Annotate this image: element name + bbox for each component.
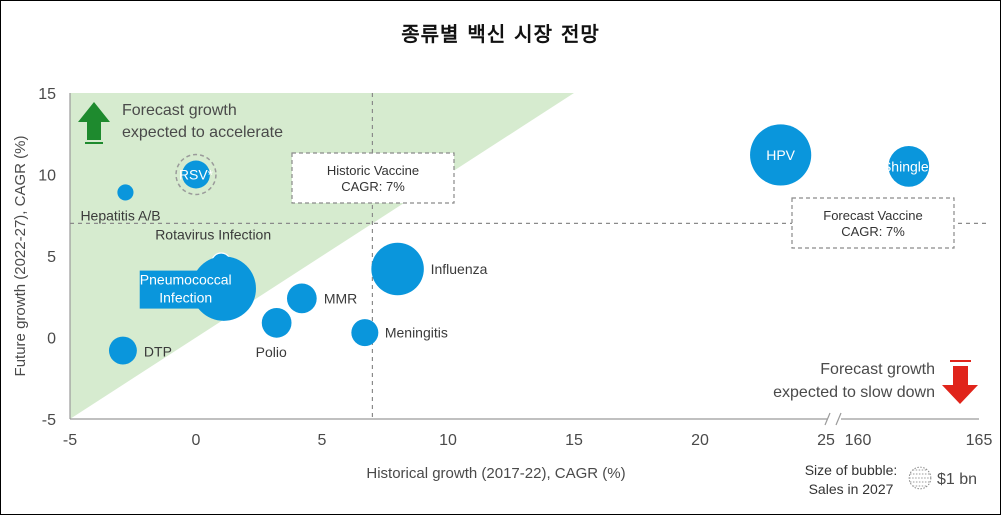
x-axis-label: Historical growth (2017-22), CAGR (%) xyxy=(366,465,625,482)
forecast-cagr-box-label: Forecast Vaccine xyxy=(823,208,922,223)
axis-break-mark xyxy=(835,412,842,426)
bubble-label-hpv: HPV xyxy=(766,147,795,163)
bubble-label-hepatitis-a-b: Hepatitis A/B xyxy=(80,207,160,223)
bubble-influenza xyxy=(371,242,424,296)
bubble-label-polio: Polio xyxy=(256,344,287,360)
size-legend-value: $1 bn xyxy=(937,471,977,488)
historic-cagr-box-label: CAGR: 7% xyxy=(341,179,405,194)
bubble-hpv xyxy=(750,124,812,186)
y-tick-label: 5 xyxy=(47,249,56,266)
y-axis-label: Future growth (2022-27), CAGR (%) xyxy=(12,136,29,377)
y-tick-label: 15 xyxy=(38,86,56,103)
x-tick-label: 25 xyxy=(817,432,835,449)
slow-down-annotation: Forecast growth xyxy=(820,361,935,378)
chart-title: 종류별 백신 시장 전망 xyxy=(401,22,600,46)
historic-cagr-box xyxy=(291,152,455,204)
x-tick-label: 15 xyxy=(565,432,583,449)
bubble-label-mmr: MMR xyxy=(324,290,357,306)
x-tick-label: 165 xyxy=(966,432,993,449)
historic-cagr-box-label: Historic Vaccine xyxy=(327,163,419,178)
accelerate-annotation: expected to accelerate xyxy=(122,124,283,141)
bubble-rsv xyxy=(182,160,210,189)
accelerate-arrow-icon xyxy=(78,102,110,140)
bubble-label-dtp: DTP xyxy=(144,344,172,360)
x-tick-label: 20 xyxy=(691,432,709,449)
bubble-label-pneumococcal-infection: Infection xyxy=(159,290,212,306)
bubble-meningitis xyxy=(351,319,379,347)
slow-down-arrow-icon xyxy=(942,366,978,404)
x-tick-label: 160 xyxy=(845,432,872,449)
x-tick-label: 0 xyxy=(192,432,201,449)
y-tick-label: -5 xyxy=(42,412,56,429)
y-tick-label: 0 xyxy=(47,331,56,348)
slow-down-annotation: expected to slow down xyxy=(773,384,935,401)
axis-break-mark xyxy=(824,412,831,426)
bubble-label-influenza: Influenza xyxy=(431,261,488,277)
bubble-ring-rsv xyxy=(175,153,217,196)
bubble-label-box-pneumococcal-infection xyxy=(139,270,226,309)
y-tick-label: 10 xyxy=(38,168,56,185)
forecast-cagr-box-label: CAGR: 7% xyxy=(841,224,905,239)
bubble-mmr xyxy=(286,283,317,314)
x-tick-label: 5 xyxy=(318,432,327,449)
bubble-label-shingles: Shingles xyxy=(882,158,936,174)
size-legend-caption: Sales in 2027 xyxy=(809,481,894,497)
x-tick-label: 10 xyxy=(439,432,457,449)
bubble-label-rsv: RSV* xyxy=(179,167,214,183)
bubble-dtp xyxy=(108,336,137,365)
bubble-polio xyxy=(261,307,292,338)
bubble-hepatitis-a-b xyxy=(117,184,134,201)
x-tick-label: -5 xyxy=(63,432,77,449)
bubble-label-rotavirus-infection: Rotavirus Infection xyxy=(155,227,271,243)
accelerate-annotation: Forecast growth xyxy=(122,102,237,119)
forecast-cagr-box xyxy=(791,197,955,249)
bubble-shingles xyxy=(888,145,930,187)
accelerate-zone xyxy=(70,93,574,419)
size-legend-caption: Size of bubble: xyxy=(805,462,898,478)
bubble-label-meningitis: Meningitis xyxy=(385,325,448,341)
bubble-label-pneumococcal-infection: Pneumococcal xyxy=(140,272,232,288)
